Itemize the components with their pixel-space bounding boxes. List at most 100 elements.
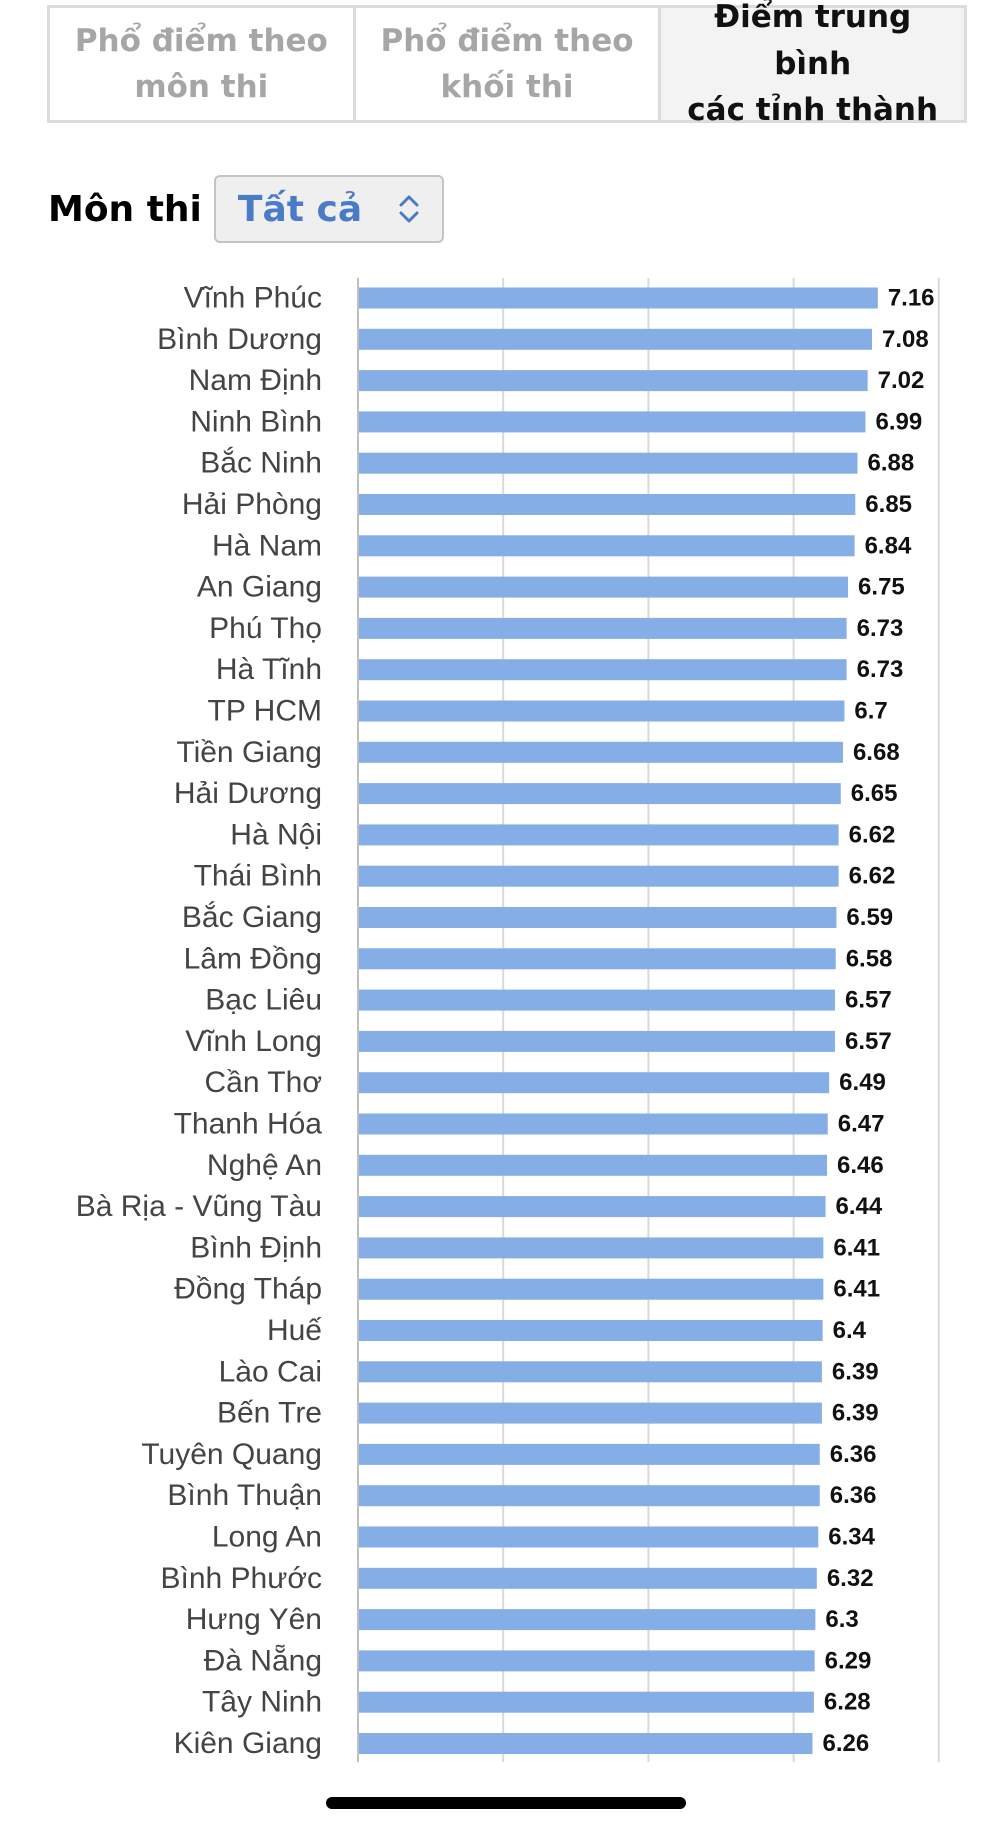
- bar: [359, 948, 836, 970]
- bar: [359, 700, 845, 722]
- category-label: Cần Thơ: [204, 1066, 322, 1099]
- category-label: Lào Cai: [219, 1355, 322, 1388]
- data-label: 6.39: [832, 1358, 879, 1385]
- data-label: 6.84: [865, 532, 912, 559]
- category-label: Bắc Giang: [182, 901, 322, 934]
- bar: [359, 1113, 828, 1135]
- category-label: Bình Định: [190, 1231, 322, 1264]
- category-label: Hải Phòng: [182, 488, 322, 521]
- bar: [359, 535, 855, 557]
- data-label: 7.08: [882, 326, 929, 353]
- tab-label-line2: khối thi: [440, 69, 574, 105]
- bar: [359, 494, 856, 515]
- category-label: Đà Nẵng: [204, 1644, 322, 1677]
- category-label: Bắc Ninh: [200, 447, 322, 480]
- bar: [359, 411, 866, 433]
- data-label: 6.65: [851, 780, 898, 807]
- bar: [359, 576, 849, 598]
- data-label: 6.28: [824, 1689, 871, 1716]
- data-label: 6.39: [832, 1400, 879, 1427]
- bar: [359, 328, 873, 350]
- data-label: 6.62: [849, 863, 896, 890]
- subject-select[interactable]: Tất cả: [213, 175, 444, 243]
- category-label: Ninh Bình: [190, 405, 322, 438]
- bar: [359, 1733, 813, 1754]
- bar: [359, 824, 839, 846]
- data-label: 6.73: [857, 615, 904, 642]
- data-label: 6.49: [839, 1069, 886, 1096]
- category-label: Thái Bình: [194, 860, 322, 893]
- bar: [359, 907, 837, 928]
- category-label: Nam Định: [189, 364, 322, 397]
- category-label: Bình Dương: [157, 323, 322, 356]
- data-label: 6.3: [825, 1606, 858, 1633]
- category-label: Bà Rịa - Vũng Tàu: [76, 1190, 322, 1223]
- bar: [359, 1278, 824, 1300]
- bar: [359, 1361, 822, 1383]
- data-label: 6.44: [836, 1193, 883, 1220]
- data-label: 6.57: [845, 987, 892, 1014]
- updown-chevron-icon: [399, 195, 419, 223]
- data-label: 6.99: [875, 408, 922, 435]
- bar: [359, 1154, 827, 1176]
- category-label: Bình Phước: [161, 1562, 323, 1595]
- bar: [359, 1196, 826, 1218]
- bar: [359, 1485, 820, 1507]
- bar: [359, 370, 868, 392]
- data-label: 6.85: [865, 491, 912, 518]
- bar: [359, 452, 858, 474]
- data-label: 6.4: [833, 1317, 867, 1344]
- data-label: 7.16: [888, 285, 935, 312]
- data-label: 6.36: [830, 1482, 877, 1509]
- data-label: 6.68: [853, 739, 900, 766]
- category-label: An Giang: [197, 571, 322, 604]
- bar: [359, 659, 847, 681]
- category-label: Bình Thuận: [167, 1479, 322, 1512]
- data-label: 6.57: [845, 1028, 892, 1055]
- bar: [359, 1072, 830, 1094]
- category-label: Thanh Hóa: [174, 1108, 323, 1141]
- bar: [359, 287, 878, 309]
- category-label: Hưng Yên: [186, 1603, 322, 1636]
- data-label: 6.26: [822, 1730, 869, 1757]
- bar: [359, 865, 839, 887]
- category-label: Nghệ An: [207, 1149, 322, 1182]
- tab-score-by-subject[interactable]: Phổ điểm theo môn thi: [50, 8, 356, 120]
- data-label: 7.02: [878, 367, 925, 394]
- tab-province-average[interactable]: Điểm trung bình các tỉnh thành: [661, 0, 965, 128]
- bar: [359, 1691, 814, 1713]
- bar: [359, 1609, 816, 1631]
- data-label: 6.7: [854, 698, 887, 725]
- data-label: 6.62: [849, 821, 896, 848]
- bar: [359, 1443, 820, 1465]
- bar: [359, 741, 843, 763]
- bar: [359, 1650, 815, 1672]
- tab-label-line1: Phổ điểm theo: [380, 22, 634, 59]
- data-label: 6.41: [833, 1234, 880, 1261]
- category-label: Tuyên Quang: [141, 1438, 322, 1471]
- tab-label-line2: các tỉnh thành: [687, 92, 939, 129]
- bar: [359, 1526, 819, 1548]
- bar: [359, 617, 847, 639]
- data-label: 6.88: [867, 450, 914, 477]
- category-label: Hà Tĩnh: [216, 653, 322, 686]
- data-label: 6.32: [827, 1565, 874, 1592]
- tab-bar: Phổ điểm theo môn thi Phổ điểm theo khối t…: [47, 0, 967, 128]
- select-value: Tất cả: [237, 188, 363, 230]
- category-label: Bến Tre: [217, 1397, 322, 1430]
- category-label: Vĩnh Long: [185, 1025, 322, 1058]
- category-label: Lâm Đồng: [184, 942, 322, 975]
- chart-grid: [357, 278, 940, 1762]
- category-label: Vĩnh Phúc: [184, 282, 322, 315]
- category-label: Huế: [267, 1314, 322, 1347]
- tab-label-line1: Điểm trung bình: [714, 0, 912, 82]
- bar: [359, 989, 835, 1011]
- bar: [359, 783, 841, 805]
- tab-label-line1: Phổ điểm theo: [74, 22, 328, 59]
- category-label: Hà Nam: [212, 529, 322, 562]
- category-label: TP HCM: [208, 695, 322, 728]
- chart-bars: Vĩnh Phúc 7.16 Bình Dương 7.08 Nam Định 7.02 N…: [76, 282, 935, 1761]
- tab-score-by-block[interactable]: Phổ điểm theo khối thi: [356, 8, 662, 120]
- category-label: Phú Thọ: [209, 612, 322, 645]
